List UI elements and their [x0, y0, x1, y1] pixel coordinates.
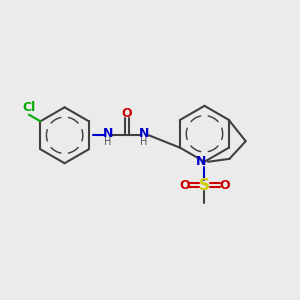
- Text: N: N: [196, 155, 206, 168]
- Text: S: S: [199, 178, 210, 193]
- Text: O: O: [179, 179, 190, 192]
- Text: H: H: [104, 137, 111, 147]
- Text: O: O: [122, 107, 132, 120]
- Text: H: H: [140, 137, 148, 147]
- Text: N: N: [102, 127, 113, 140]
- Text: N: N: [139, 127, 149, 140]
- Text: Cl: Cl: [22, 101, 35, 114]
- Text: O: O: [219, 179, 230, 192]
